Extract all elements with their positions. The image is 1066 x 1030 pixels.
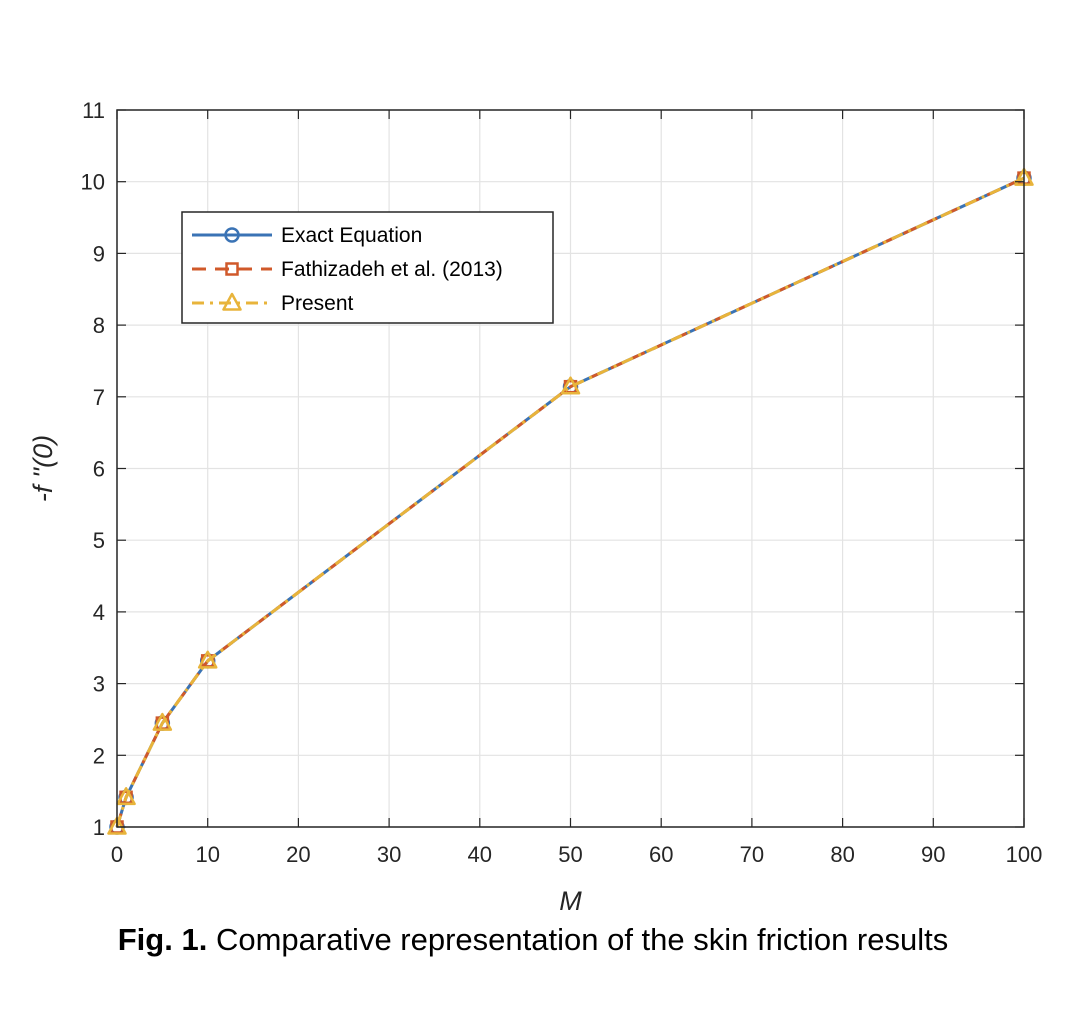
y-tick-label: 9 [93, 241, 105, 266]
ticks: 0 10 20 30 40 50 60 70 80 90 100 1 2 3 4 5 6 7 8 9 10 11 [81, 98, 1043, 867]
y-tick-label: 4 [93, 600, 105, 625]
x-tick-label: 50 [558, 842, 582, 867]
figure-caption-label: Fig. 1. [117, 922, 208, 957]
legend-label: Present [281, 292, 354, 315]
y-tick-label: 6 [93, 457, 105, 482]
x-tick-label: 100 [1006, 842, 1043, 867]
y-tick-label: 1 [93, 815, 105, 840]
y-tick-label: 7 [93, 385, 105, 410]
data-point [197, 650, 218, 669]
y-tick-label: 8 [93, 313, 105, 338]
legend-label: Fathizadeh et al. (2013) [281, 258, 503, 281]
y-tick-label: 5 [93, 528, 105, 553]
x-tick-label: 60 [649, 842, 673, 867]
legend-marker [225, 262, 239, 276]
x-tick-label: 30 [377, 842, 401, 867]
data-point [107, 816, 127, 835]
x-tick-label: 40 [468, 842, 492, 867]
x-tick-label: 70 [740, 842, 764, 867]
figure-caption: Fig. 1. Comparative representation of th… [0, 922, 1066, 958]
data-point [152, 712, 173, 731]
x-tick-label: 80 [830, 842, 854, 867]
legend-marker [224, 227, 240, 243]
y-tick-label: 3 [93, 672, 105, 697]
x-tick-label: 10 [195, 842, 219, 867]
y-axis-label: -f ''(0) [28, 435, 58, 502]
chart: 0 10 20 30 40 50 60 70 80 90 100 1 2 3 4 5 6 7 8 9 10 11 M -f… [28, 98, 1043, 916]
figure-caption-text: Comparative representation of the skin f… [207, 922, 949, 957]
data-point [116, 787, 136, 806]
legend-label: Exact Equation [281, 224, 422, 247]
x-tick-label: 90 [921, 842, 945, 867]
x-axis-label: M [559, 886, 582, 916]
y-tick-label: 2 [93, 743, 105, 768]
x-tick-label: 20 [286, 842, 310, 867]
legend: Exact Equation Fathizadeh et al. (2013) Pr… [181, 211, 554, 324]
y-tick-label: 11 [82, 98, 105, 123]
x-tick-label: 0 [111, 842, 123, 867]
legend-marker [222, 292, 242, 311]
y-tick-label: 10 [81, 170, 105, 195]
data-point [560, 376, 581, 395]
